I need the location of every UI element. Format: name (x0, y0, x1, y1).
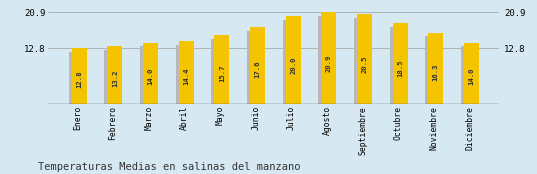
Text: 16.3: 16.3 (433, 63, 439, 81)
Text: Temperaturas Medias en salinas del manzano: Temperaturas Medias en salinas del manza… (38, 162, 300, 172)
Bar (461, 46, 475, 104)
Bar (357, 14, 372, 104)
Text: 14.0: 14.0 (468, 68, 474, 85)
Bar (425, 36, 439, 104)
Bar (176, 45, 190, 104)
Bar (390, 27, 403, 104)
Bar (354, 18, 368, 104)
Bar (318, 16, 332, 104)
Bar (214, 35, 229, 104)
Text: 17.6: 17.6 (255, 61, 260, 78)
Text: 20.9: 20.9 (326, 54, 332, 72)
Text: 18.5: 18.5 (397, 59, 403, 77)
Bar (69, 52, 82, 104)
Bar (143, 43, 158, 104)
Bar (393, 23, 408, 104)
Bar (283, 20, 296, 104)
Bar (247, 30, 260, 104)
Text: 13.2: 13.2 (112, 70, 118, 87)
Bar (321, 13, 336, 104)
Bar (179, 41, 194, 104)
Text: 20.5: 20.5 (361, 55, 367, 73)
Bar (464, 43, 479, 104)
Text: 20.0: 20.0 (290, 56, 296, 74)
Bar (286, 16, 301, 104)
Bar (71, 48, 86, 104)
Text: 15.7: 15.7 (219, 65, 225, 82)
Text: 14.0: 14.0 (148, 68, 154, 85)
Bar (250, 27, 265, 104)
Bar (105, 50, 118, 104)
Bar (140, 46, 154, 104)
Text: 12.8: 12.8 (76, 70, 82, 88)
Bar (429, 33, 443, 104)
Bar (107, 46, 122, 104)
Bar (212, 39, 225, 104)
Text: 14.4: 14.4 (183, 67, 189, 85)
